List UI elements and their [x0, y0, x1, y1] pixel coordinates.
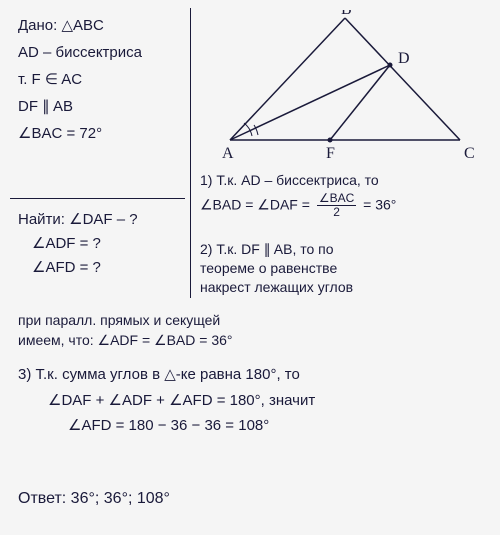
answer-line: Ответ: 36°; 36°; 108°	[18, 490, 488, 508]
given-l2: т. F ∈ AC	[18, 66, 188, 93]
given-l1: AD – биссектриса	[18, 39, 188, 66]
step1-eq-right: = 36°	[363, 196, 396, 212]
given-l3: DF ∥ AB	[18, 93, 188, 120]
given-title: Дано: △ABC	[18, 12, 188, 39]
step-1: 1) Т.к. AD – биссектриса, то ∠BAD = ∠DAF…	[200, 170, 495, 219]
step1-frac-den: 2	[317, 206, 356, 219]
step1-eq-left: ∠BAD = ∠DAF =	[200, 196, 310, 212]
find-title: Найти: ∠DAF – ?	[18, 208, 188, 232]
step1-frac: ∠BAC 2	[317, 192, 356, 219]
find-l2: ∠AFD = ?	[18, 256, 188, 280]
find-block: Найти: ∠DAF – ? ∠ADF = ? ∠AFD = ?	[18, 208, 188, 280]
step1-text: 1) Т.к. AD – биссектриса, то	[200, 170, 495, 192]
step-2: 2) Т.к. DF ∥ AB, то по теореме о равенст…	[200, 240, 495, 297]
svg-text:C: C	[464, 145, 475, 160]
divider-vertical	[190, 8, 191, 298]
step2-cont1: при паралл. прямых и секущей	[18, 310, 488, 330]
given-l4: ∠BAC = 72°	[18, 120, 188, 147]
step2-cont2: имеем, что: ∠ADF = ∠BAD = 36°	[18, 330, 488, 350]
step3-l3: ∠AFD = 180 − 36 − 36 = 108°	[18, 413, 488, 439]
svg-text:D: D	[398, 50, 410, 67]
step1-eq: ∠BAD = ∠DAF = ∠BAC 2 = 36°	[200, 192, 495, 219]
step2-l1: 2) Т.к. DF ∥ AB, то по	[200, 240, 495, 259]
divider-horizontal	[10, 198, 185, 199]
step1-frac-num: ∠BAC	[317, 192, 356, 206]
step-2-cont: при паралл. прямых и секущей имеем, что:…	[18, 310, 488, 351]
step-3: 3) Т.к. сумма углов в △-ке равна 180°, т…	[18, 362, 488, 439]
step2-l2: теореме о равенстве	[200, 259, 495, 278]
given-block: Дано: △ABC AD – биссектриса т. F ∈ AC DF…	[18, 12, 188, 147]
triangle-diagram: A B C D F	[210, 10, 480, 160]
find-l1: ∠ADF = ?	[18, 232, 188, 256]
step3-l1: 3) Т.к. сумма углов в △-ке равна 180°, т…	[18, 362, 488, 388]
svg-text:A: A	[222, 145, 234, 160]
step3-l2: ∠DAF + ∠ADF + ∠AFD = 180°, значит	[18, 388, 488, 414]
svg-text:B: B	[341, 10, 352, 18]
step2-l3: накрест лежащих углов	[200, 278, 495, 297]
svg-text:F: F	[326, 145, 335, 160]
